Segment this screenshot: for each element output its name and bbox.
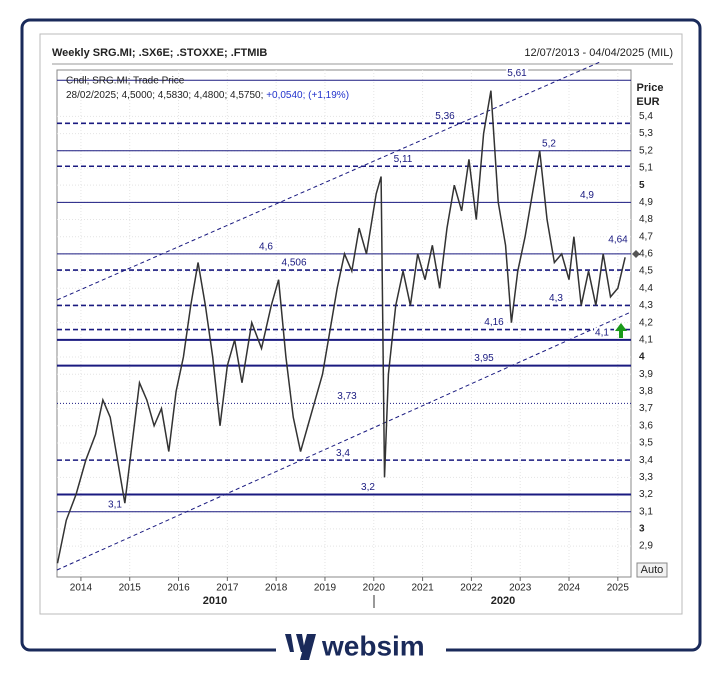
y-tick-label: 5,1 (639, 163, 653, 174)
logo-stroke (296, 634, 305, 652)
level-label: 4,9 (580, 190, 594, 201)
last-marker (632, 250, 640, 258)
level-label: 5,2 (542, 138, 556, 149)
level-label: 4,64 (608, 235, 628, 246)
legend-line: Cndl; SRG.MI; Trade Price (66, 76, 185, 87)
scale-button[interactable] (636, 562, 668, 578)
level-label: 3,73 (337, 391, 357, 402)
level-label-bg (541, 138, 558, 150)
level-label: 4,3 (549, 293, 563, 304)
y-tick-label: 5 (639, 180, 645, 191)
level-label-bg (336, 391, 359, 403)
y-tick-label: 4,5 (639, 266, 653, 277)
level-label: 5,61 (507, 68, 527, 79)
x-tick-label: 2021 (411, 583, 434, 594)
y-tick-label: 4,1 (639, 334, 653, 345)
level-label: 4,506 (281, 258, 306, 269)
level-label-bg (392, 153, 414, 165)
x-tick-label: 2016 (167, 583, 190, 594)
level-label-bg (594, 327, 611, 339)
y-tick-label: 5,4 (639, 111, 653, 122)
y-tick-label: 3,9 (639, 369, 653, 380)
level-label-bg (579, 189, 596, 201)
y-tick-label: 3,2 (639, 489, 653, 500)
scale-mode[interactable]: Auto (641, 564, 664, 576)
channel-upper (56, 61, 601, 301)
level-label: 4,6 (259, 242, 273, 253)
y-tick-label: 4,6 (639, 249, 653, 260)
chart-title: Weekly SRG.MI; .SX6E; .STOXXE; .FTMIB (52, 47, 267, 59)
level-label: 5,11 (394, 154, 413, 165)
x-tick-label: 2022 (460, 583, 483, 594)
level-label: 4,16 (484, 317, 504, 328)
x-tick-label: 2023 (509, 583, 532, 594)
x-tick-label: 2025 (607, 583, 630, 594)
y-tick-label: 3,1 (639, 506, 653, 517)
y-axis-unit: EUR (636, 96, 659, 108)
y-tick-label: 4,2 (639, 317, 653, 328)
y-tick-label: 4,4 (639, 283, 653, 294)
brand-logo (285, 634, 316, 660)
plot-area (56, 69, 632, 578)
level-label-bg (258, 241, 275, 253)
date-range: 12/07/2013 - 04/04/2025 (MIL) (524, 47, 673, 59)
decade-label: 2010 (203, 595, 227, 607)
last-change: +0,0540; (+1,19%) (266, 90, 349, 101)
level-label-bg (607, 234, 630, 246)
level-label-bg (473, 353, 496, 365)
y-tick-label: 4,8 (639, 214, 653, 225)
y-tick-label: 3,4 (639, 455, 653, 466)
level-label-bg (335, 447, 352, 459)
x-tick-label: 2018 (265, 583, 288, 594)
price-line (56, 90, 626, 564)
last-bar: 28/02/2025; 4,5000; 4,5830; 4,4800; 4,57… (66, 90, 349, 101)
y-tick-label: 4,7 (639, 231, 653, 242)
level-label: 3,1 (108, 499, 122, 510)
y-tick-label: 3,6 (639, 420, 653, 431)
arrow-icon (615, 323, 627, 338)
y-tick-label: 3,8 (639, 386, 653, 397)
level-label: 3,4 (336, 448, 350, 459)
y-tick-label: 3,7 (639, 403, 653, 414)
chart-panel (39, 33, 683, 615)
x-tick-label: 2017 (216, 583, 239, 594)
x-tick-label: 2014 (70, 583, 93, 594)
brand-name: websim (321, 630, 425, 661)
level-label: 5,36 (435, 111, 455, 122)
level-label-bg (506, 67, 529, 79)
level-label: 4,1 (595, 327, 609, 338)
y-tick-label: 3,5 (639, 438, 653, 449)
y-axis-label: Price (637, 82, 664, 94)
level-label-bg (483, 317, 506, 329)
x-tick-label: 2020 (363, 583, 386, 594)
last-bar-values: 28/02/2025; 4,5000; 4,5830; 4,4800; 4,57… (66, 90, 263, 101)
logo-stroke (285, 634, 294, 652)
x-tick-label: 2019 (314, 583, 337, 594)
y-tick-label: 2,9 (639, 541, 653, 552)
level-label-bg (280, 257, 308, 269)
y-tick-label: 3,3 (639, 472, 653, 483)
y-tick-label: 3 (639, 524, 645, 535)
level-label: 3,95 (474, 353, 494, 364)
x-tick-label: 2024 (558, 583, 581, 594)
level-label-bg (360, 482, 377, 494)
y-tick-label: 4 (639, 352, 645, 363)
y-tick-label: 4,3 (639, 300, 653, 311)
y-tick-label: 5,3 (639, 128, 653, 139)
level-label-bg (107, 499, 124, 511)
decade-label: 2020 (491, 595, 515, 607)
level-label-bg (548, 293, 565, 305)
y-tick-label: 5,2 (639, 145, 653, 156)
x-tick-label: 2015 (119, 583, 142, 594)
level-label: 3,2 (361, 482, 375, 493)
level-label-bg (434, 110, 457, 122)
logo-stroke (300, 634, 316, 660)
y-tick-label: 4,9 (639, 197, 653, 208)
